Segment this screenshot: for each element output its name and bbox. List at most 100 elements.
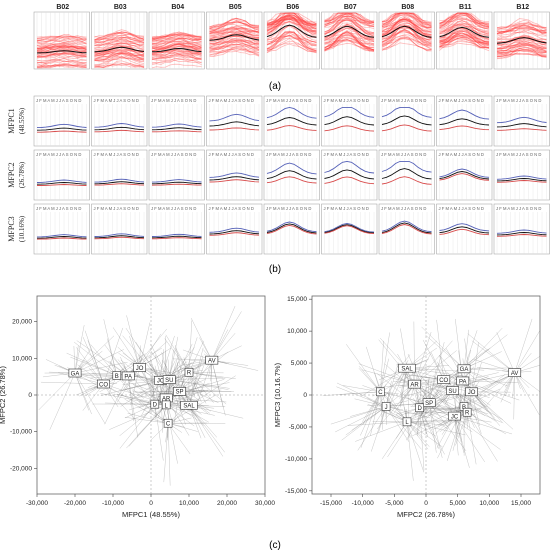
ray-line (380, 358, 389, 392)
sample-curve (209, 41, 260, 50)
plus-curve (36, 123, 87, 129)
ray-line (406, 407, 457, 422)
sample-curve (496, 48, 547, 55)
ray-line (188, 405, 244, 419)
sample-curve (496, 29, 547, 37)
plot-frame (321, 203, 378, 255)
sample-curve (209, 29, 260, 35)
sample-curve (36, 50, 87, 56)
sample-curve (381, 31, 432, 43)
ray-line (74, 325, 85, 374)
sample-curve (151, 55, 202, 61)
sample-curve (37, 63, 87, 68)
sample-curve (209, 19, 260, 33)
sample-curve (94, 31, 145, 41)
ray-line (358, 363, 415, 385)
sample-curve (266, 31, 317, 46)
sample-curve (496, 44, 547, 54)
ray-line (188, 405, 224, 457)
minus-curve (439, 228, 490, 236)
mean-curve (36, 236, 87, 239)
ray-line (138, 354, 155, 405)
sample-curve (94, 36, 145, 41)
sample-curve (324, 23, 375, 41)
sample-curve (151, 48, 202, 56)
sample-curve (94, 63, 145, 69)
sample-curve (36, 39, 87, 45)
sample-curve (94, 53, 145, 61)
sample-curve (496, 23, 547, 34)
x-tick-label: -30,000 (26, 500, 48, 507)
sample-curve (439, 27, 490, 40)
mfpc-panel-b07: J F M A M J J A S O N D (321, 149, 378, 201)
ray-line (463, 330, 478, 369)
ray-line (400, 328, 408, 369)
sample-curve (496, 40, 547, 50)
sample-curve (439, 31, 489, 40)
sample-curve (36, 52, 87, 57)
point-box (184, 367, 194, 377)
ray-line (82, 336, 104, 385)
sample-curve (324, 12, 375, 24)
plus-curve (151, 179, 202, 183)
sample-curve (496, 49, 547, 56)
panel-b: MFPC1 (48.55%) J F M A M J J A S O N D J F … (7, 95, 550, 255)
ray-line (380, 365, 430, 392)
point-label: C (378, 390, 383, 396)
point-box (398, 363, 416, 373)
sample-curve (37, 47, 87, 52)
plot-frame (378, 95, 435, 147)
point-label: L (405, 420, 409, 426)
sample-curve (381, 20, 432, 39)
sample-curve (209, 46, 260, 57)
sample-curve (266, 35, 317, 43)
point-box (402, 417, 412, 427)
plot-frame (33, 203, 90, 255)
x-tick-label: 15,000 (511, 500, 531, 507)
point-label: AV (511, 371, 519, 377)
point-jo: JO (465, 387, 478, 396)
plot-frame (148, 11, 205, 70)
point-label: SP (175, 390, 183, 396)
sample-curve (94, 64, 145, 68)
sample-curve (496, 26, 547, 32)
sample-curve (324, 15, 375, 26)
minus-curve (36, 237, 87, 240)
sample-curve (36, 45, 87, 50)
sample-curve (36, 45, 87, 52)
x-tick-label: 0 (424, 500, 428, 507)
point-j: J (381, 402, 391, 411)
sample-curve (324, 37, 375, 45)
y-tick-label: 15,000 (287, 296, 307, 303)
point-label: JC (451, 414, 459, 420)
month-axis-labels: J F M A M J J A S O N D (209, 98, 254, 103)
month-axis-labels: J F M A M J J A S O N D (94, 152, 139, 157)
month-axis-labels: J F M A M J J A S O N D (439, 98, 484, 103)
mean-curve (381, 115, 432, 126)
ray-line (422, 339, 444, 380)
ray-line (380, 354, 411, 392)
sample-curve (94, 52, 145, 58)
sample-curve (381, 12, 432, 28)
sample-curve (381, 18, 432, 29)
sample-curve (381, 34, 432, 47)
plus-curve (496, 175, 547, 180)
sample-curve (439, 14, 490, 31)
ray-line (74, 345, 79, 374)
mean-curve (266, 223, 317, 234)
sample-curve (36, 60, 87, 66)
mean-curve (439, 26, 490, 38)
sample-curve (439, 18, 490, 33)
sample-curve (36, 54, 87, 59)
sample-curve (36, 38, 87, 43)
sample-curve (94, 52, 145, 62)
sample-curve (94, 60, 145, 68)
point-box (381, 402, 391, 411)
point-box (68, 368, 82, 378)
point-box (448, 411, 461, 421)
band-title: B08 (401, 4, 414, 11)
sample-curve (496, 44, 547, 52)
y-axis-label: MFPC3 (10.16.7%) (273, 362, 282, 427)
point-box (163, 418, 173, 428)
plot-frame (321, 95, 378, 147)
